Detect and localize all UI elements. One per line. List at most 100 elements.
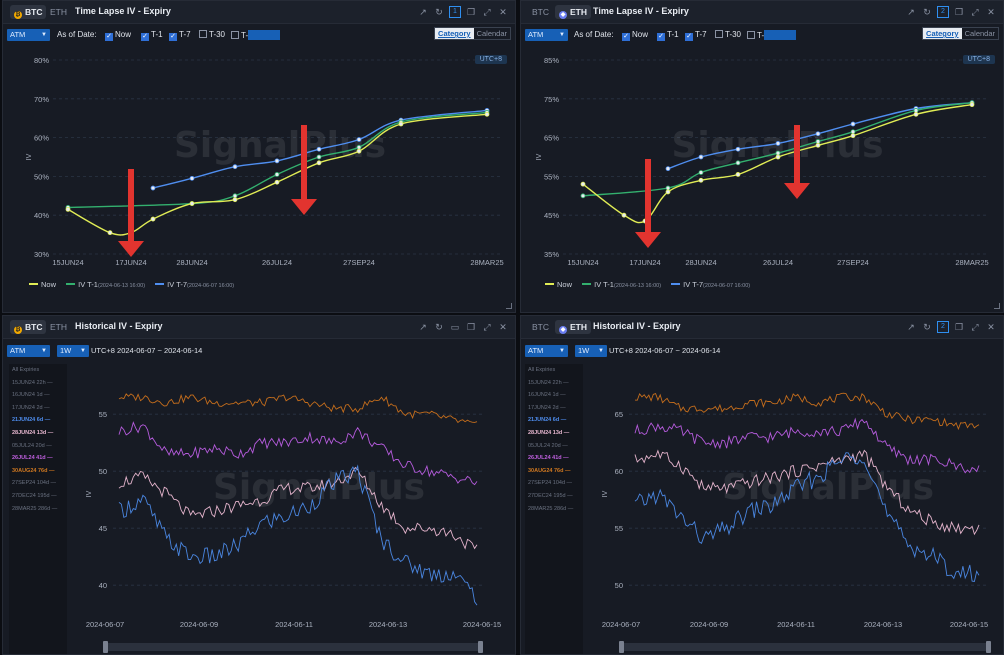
page-number-button[interactable]: 2	[937, 6, 949, 18]
checkbox-t1[interactable]: ✓	[141, 33, 149, 41]
expand-icon[interactable]: ⤢	[483, 322, 491, 332]
expiry-list-item[interactable]: 27DEC24 195d —	[528, 492, 573, 499]
expiry-list-item[interactable]: 28JUN24 13d —	[528, 429, 570, 436]
share-icon[interactable]: ↗	[907, 322, 915, 332]
close-icon[interactable]: ✕	[987, 322, 995, 332]
legend-item-now[interactable]: Now	[545, 280, 572, 289]
close-icon[interactable]: ✕	[499, 322, 507, 332]
tab-calendar[interactable]: Calendar	[964, 29, 995, 38]
refresh-icon[interactable]: ↻	[923, 322, 931, 332]
expiry-list-item[interactable]: 30AUG24 76d —	[528, 467, 571, 474]
opt-t30[interactable]: T-30	[715, 30, 741, 39]
expiry-list-item[interactable]: 26JUL24 41d —	[12, 455, 53, 462]
atm-select[interactable]: ATM ▼	[525, 29, 568, 41]
coin-tab-btc[interactable]: BTC	[532, 7, 549, 17]
opt-t7[interactable]: ✓ T-7	[169, 30, 191, 41]
coin-tab-eth[interactable]: ◆ ETH	[555, 320, 591, 334]
checkbox-t-custom[interactable]	[231, 31, 239, 39]
share-icon[interactable]: ↗	[907, 7, 915, 17]
coin-tab-btc[interactable]: BTC	[532, 322, 549, 332]
coin-tab-eth[interactable]: ETH	[50, 7, 67, 17]
legend-item-t1[interactable]: IV T-1(2024-06-13 16:00)	[66, 280, 145, 289]
resize-handle[interactable]	[506, 303, 512, 309]
atm-select[interactable]: ATM ▼	[7, 345, 50, 357]
coin-tab-eth[interactable]: ◆ ETH	[555, 5, 591, 19]
expiry-list-item[interactable]: 21JUN24 6d —	[12, 417, 51, 424]
folder-icon[interactable]: ▭	[450, 322, 460, 332]
opt-now[interactable]: ✓ Now	[622, 30, 649, 41]
expand-icon[interactable]: ⤢	[971, 7, 979, 17]
page-number-button[interactable]: 1	[449, 6, 461, 18]
expiry-list-item[interactable]: 27DEC24 195d —	[12, 492, 57, 499]
custom-days-input[interactable]	[248, 30, 281, 40]
atm-select[interactable]: ATM ▼	[525, 345, 568, 357]
page-number-button[interactable]: 2	[937, 321, 949, 333]
opt-t1[interactable]: ✓ T-1	[657, 30, 679, 41]
checkbox-t7[interactable]: ✓	[169, 33, 177, 41]
opt-t-custom[interactable]: T-	[747, 30, 797, 40]
period-select[interactable]: 1W ▼	[575, 345, 607, 357]
checkbox-now[interactable]: ✓	[105, 33, 113, 41]
atm-select[interactable]: ATM ▼	[7, 29, 50, 41]
opt-t7[interactable]: ✓ T-7	[685, 30, 707, 41]
expiry-list-item[interactable]: 28MAR25 286d —	[528, 505, 574, 512]
close-icon[interactable]: ✕	[499, 7, 507, 17]
time-scrollbar[interactable]	[103, 641, 483, 653]
expiry-list-item[interactable]: 27SEP24 104d —	[528, 480, 573, 487]
copy-icon[interactable]: ❐	[466, 322, 476, 332]
checkbox-t1[interactable]: ✓	[657, 33, 665, 41]
opt-t30[interactable]: T-30	[199, 30, 225, 39]
expiry-list-item[interactable]: 28JUN24 13d —	[12, 429, 54, 436]
checkbox-now[interactable]: ✓	[622, 33, 630, 41]
coin-tab-btc[interactable]: ₿ BTC	[10, 320, 47, 334]
expiry-list-item[interactable]: 17JUN24 2d —	[528, 404, 566, 411]
copy-icon[interactable]: ❐	[466, 7, 476, 17]
scroll-handle-left[interactable]	[619, 641, 624, 653]
period-select[interactable]: 1W ▼	[57, 345, 89, 357]
checkbox-t7[interactable]: ✓	[685, 33, 693, 41]
scroll-handle-right[interactable]	[986, 641, 991, 653]
legend-item-now[interactable]: Now	[29, 280, 56, 289]
refresh-icon[interactable]: ↻	[435, 7, 443, 17]
share-icon[interactable]: ↗	[419, 322, 427, 332]
copy-icon[interactable]: ❐	[954, 7, 964, 17]
legend-item-t7[interactable]: IV T-7(2024-06-07 16:00)	[155, 280, 234, 289]
expiry-list-item[interactable]: 16JUN24 1d —	[12, 392, 50, 399]
expiry-list-item[interactable]: 17JUN24 2d —	[12, 404, 50, 411]
expand-icon[interactable]: ⤢	[483, 7, 491, 17]
coin-tab-eth[interactable]: ETH	[50, 322, 67, 332]
expiry-list-item[interactable]: 27SEP24 104d —	[12, 480, 57, 487]
expiry-list-item[interactable]: 26JUL24 41d —	[528, 455, 569, 462]
tab-category[interactable]: Category	[435, 28, 474, 39]
refresh-icon[interactable]: ↻	[923, 7, 931, 17]
checkbox-t30[interactable]	[715, 30, 723, 38]
expiry-list-item[interactable]: 05JUL24 20d —	[528, 442, 568, 449]
legend-item-t1[interactable]: IV T-1(2024-06-13 16:00)	[582, 280, 661, 289]
coin-tab-btc[interactable]: ₿ BTC	[10, 5, 47, 19]
scroll-handle-left[interactable]	[103, 641, 108, 653]
tab-calendar[interactable]: Calendar	[476, 29, 507, 38]
share-icon[interactable]: ↗	[419, 7, 427, 17]
expand-icon[interactable]: ⤢	[971, 322, 979, 332]
expiry-list-item[interactable]: 28MAR25 286d —	[12, 505, 58, 512]
checkbox-t-custom[interactable]	[747, 31, 755, 39]
opt-t-custom[interactable]: T-	[231, 30, 281, 40]
opt-t1[interactable]: ✓ T-1	[141, 30, 163, 41]
expiry-list-item[interactable]: 05JUL24 20d —	[12, 442, 52, 449]
expiry-list-item[interactable]: 21JUN24 6d —	[528, 417, 567, 424]
expiry-list-item[interactable]: 30AUG24 76d —	[12, 467, 55, 474]
tab-category[interactable]: Category	[923, 28, 962, 39]
custom-days-input[interactable]	[764, 30, 797, 40]
expiry-list-item[interactable]: 16JUN24 1d —	[528, 392, 566, 399]
scroll-handle-right[interactable]	[478, 641, 483, 653]
refresh-icon[interactable]: ↻	[435, 322, 443, 332]
close-icon[interactable]: ✕	[987, 7, 995, 17]
time-scrollbar[interactable]	[619, 641, 991, 653]
copy-icon[interactable]: ❐	[954, 322, 964, 332]
legend-item-t7[interactable]: IV T-7(2024-06-07 16:00)	[671, 280, 750, 289]
opt-now[interactable]: ✓ Now	[105, 30, 132, 41]
expiry-list-item[interactable]: 15JUN24 22h —	[12, 379, 53, 386]
resize-handle[interactable]	[994, 303, 1000, 309]
checkbox-t30[interactable]	[199, 30, 207, 38]
expiry-list-item[interactable]: 15JUN24 22h —	[528, 379, 569, 386]
